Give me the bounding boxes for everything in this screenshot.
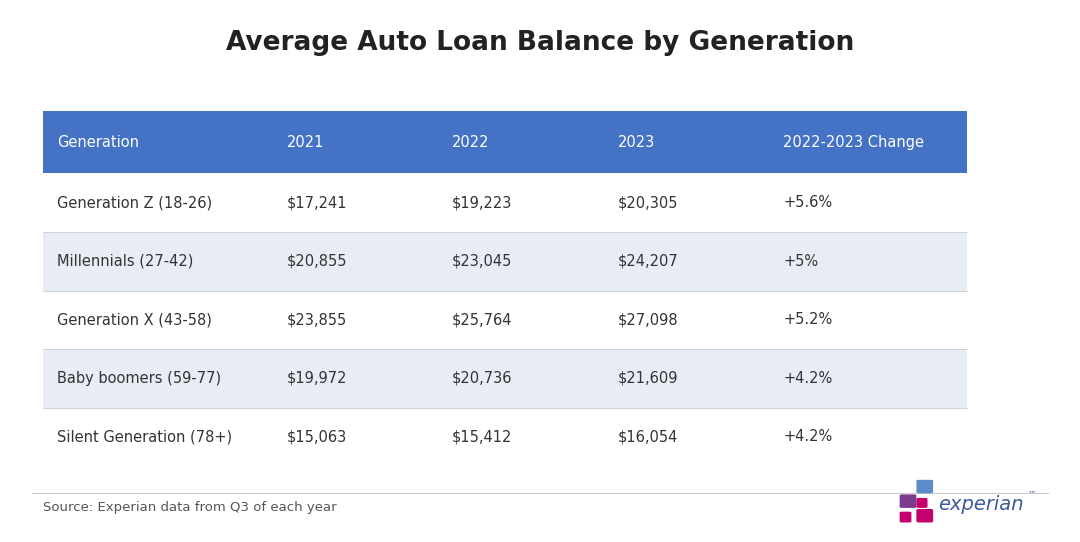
Text: Millennials (27-42): Millennials (27-42) (57, 254, 193, 269)
Text: $15,063: $15,063 (287, 429, 347, 444)
Text: 2022: 2022 (453, 135, 489, 150)
Text: +5.6%: +5.6% (783, 195, 833, 210)
Text: $19,972: $19,972 (287, 371, 348, 386)
Text: $27,098: $27,098 (618, 312, 678, 327)
Text: $20,305: $20,305 (618, 195, 678, 210)
Text: Source: Experian data from Q3 of each year: Source: Experian data from Q3 of each ye… (43, 501, 337, 514)
Text: +4.2%: +4.2% (783, 429, 833, 444)
Text: $19,223: $19,223 (453, 195, 513, 210)
Text: Silent Generation (78+): Silent Generation (78+) (57, 429, 232, 444)
Text: Baby boomers (59-77): Baby boomers (59-77) (57, 371, 221, 386)
Text: +5.2%: +5.2% (783, 312, 833, 327)
Text: $16,054: $16,054 (618, 429, 678, 444)
Text: Generation Z (18-26): Generation Z (18-26) (57, 195, 213, 210)
Text: Generation X (43-58): Generation X (43-58) (57, 312, 212, 327)
Text: $24,207: $24,207 (618, 254, 678, 269)
Text: experian: experian (939, 495, 1024, 514)
Text: $15,412: $15,412 (453, 429, 513, 444)
Text: Average Auto Loan Balance by Generation: Average Auto Loan Balance by Generation (226, 30, 854, 56)
Text: $23,855: $23,855 (287, 312, 347, 327)
Text: ™: ™ (1028, 490, 1037, 499)
Text: $17,241: $17,241 (287, 195, 348, 210)
Text: Generation: Generation (57, 135, 139, 150)
Text: $20,736: $20,736 (453, 371, 513, 386)
Text: +4.2%: +4.2% (783, 371, 833, 386)
Text: +5%: +5% (783, 254, 819, 269)
Text: $25,764: $25,764 (453, 312, 513, 327)
Text: 2021: 2021 (287, 135, 324, 150)
Text: 2023: 2023 (618, 135, 654, 150)
Text: $21,609: $21,609 (618, 371, 678, 386)
Text: $20,855: $20,855 (287, 254, 348, 269)
Text: $23,045: $23,045 (453, 254, 513, 269)
Text: 2022-2023 Change: 2022-2023 Change (783, 135, 924, 150)
